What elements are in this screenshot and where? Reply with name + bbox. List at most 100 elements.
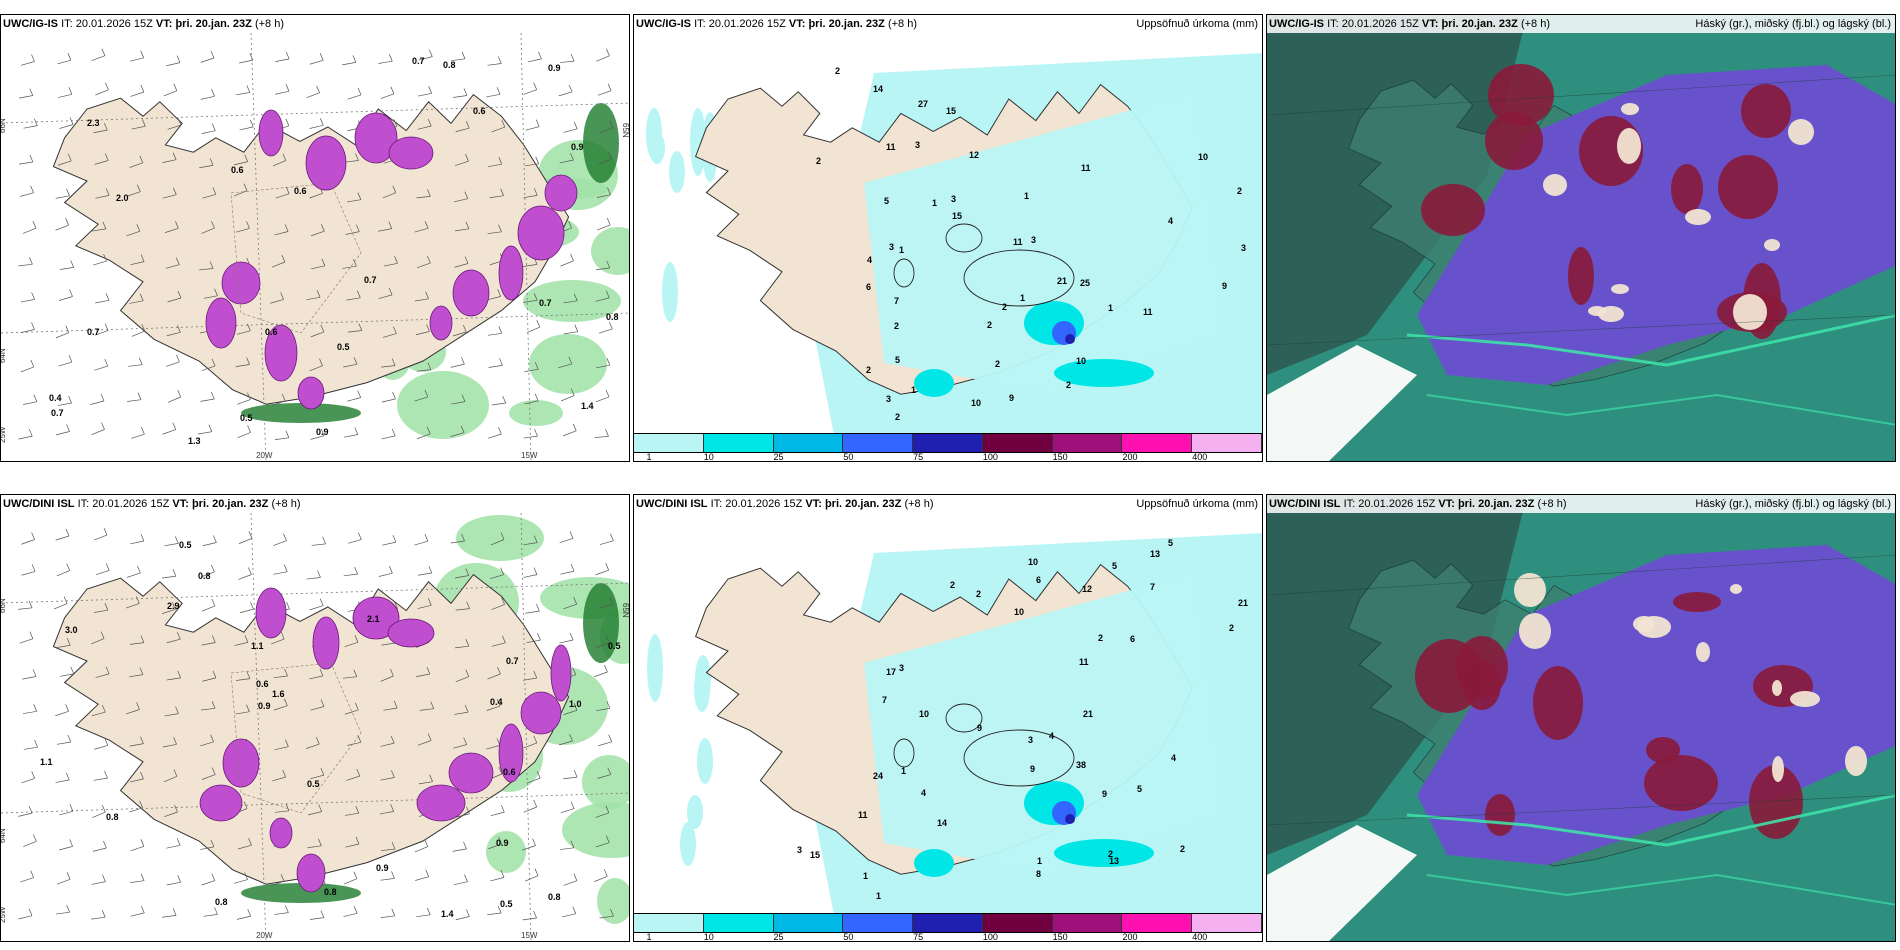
wind-barb bbox=[307, 838, 322, 849]
wind-barb bbox=[306, 570, 321, 580]
precip-medium-area bbox=[1054, 839, 1154, 867]
wind-barb bbox=[56, 734, 72, 745]
wind-barb bbox=[129, 771, 144, 783]
precip-value-label: 0.8 bbox=[548, 892, 561, 902]
wind-barb-staff bbox=[595, 297, 610, 302]
wind-barb-feather bbox=[105, 188, 110, 196]
precip-value-label: 0.4 bbox=[490, 697, 503, 707]
wind-barb-feather bbox=[31, 564, 36, 572]
wind-barb bbox=[166, 875, 182, 886]
precip-value-label: 1 bbox=[911, 385, 916, 395]
vt-label: VT: bbox=[1438, 498, 1455, 510]
wind-barb bbox=[200, 50, 215, 63]
precip-value-label: 10 bbox=[1198, 152, 1208, 162]
wind-barb bbox=[347, 390, 362, 402]
axis-label: 65N bbox=[621, 123, 630, 138]
wind-barb-staff bbox=[275, 90, 290, 95]
wind-barb bbox=[93, 122, 108, 134]
wind-barb-staff bbox=[166, 638, 181, 644]
precip-value-label: 4 bbox=[1168, 216, 1173, 226]
wind-barb-feather bbox=[136, 224, 141, 232]
wind-barb-feather bbox=[104, 738, 109, 746]
wind-barb bbox=[523, 535, 538, 546]
wind-barb bbox=[23, 394, 38, 405]
wind-barb bbox=[596, 701, 611, 712]
wind-barb-feather bbox=[63, 596, 68, 604]
wind-barb-feather bbox=[176, 632, 181, 640]
wind-barb bbox=[523, 567, 538, 578]
wind-barb-feather bbox=[605, 389, 610, 398]
wind-barb bbox=[130, 427, 145, 439]
wind-barb-feather bbox=[285, 84, 290, 92]
wind-barb bbox=[558, 733, 573, 746]
wind-barb-staff bbox=[131, 330, 145, 337]
wind-barb bbox=[598, 321, 613, 334]
precip-value-label: 0.5 bbox=[240, 413, 253, 423]
longitude-line bbox=[250, 513, 267, 941]
wind-barb-feather bbox=[140, 873, 145, 881]
wind-barb-feather bbox=[140, 635, 145, 643]
wind-barb bbox=[94, 738, 109, 750]
wind-barb bbox=[345, 224, 360, 235]
wind-barb-feather bbox=[460, 425, 465, 433]
wind-barb bbox=[18, 428, 33, 440]
wind-barb-staff bbox=[130, 433, 145, 439]
wind-barb bbox=[55, 218, 69, 231]
wind-barb-staff bbox=[235, 711, 250, 715]
wind-barb-feather bbox=[244, 154, 249, 162]
wind-barb-staff bbox=[594, 671, 608, 678]
wind-barb bbox=[237, 392, 251, 405]
wind-barb-staff bbox=[93, 777, 108, 781]
wind-barb bbox=[378, 566, 393, 577]
wind-barb-feather bbox=[209, 158, 214, 166]
wind-barb-staff bbox=[23, 841, 37, 847]
wind-barb-staff bbox=[200, 846, 214, 850]
wind-barb bbox=[450, 425, 465, 437]
wind-barb-staff bbox=[344, 160, 359, 163]
wind-barb-staff bbox=[57, 402, 72, 406]
vt-value: þri. 20.jan. 23Z bbox=[1457, 498, 1535, 510]
wind-barb-staff bbox=[94, 160, 109, 165]
wind-barb-staff bbox=[203, 914, 218, 917]
wind-barb-feather bbox=[103, 527, 108, 536]
precip-value-label: 0.6 bbox=[294, 186, 307, 196]
precip-value-label: 1.6 bbox=[272, 689, 285, 699]
wind-barb-staff bbox=[162, 575, 177, 579]
wind-barb-staff bbox=[18, 812, 33, 817]
precip-value-label: 1 bbox=[1020, 293, 1025, 303]
wind-barb-feather bbox=[139, 800, 143, 808]
wind-barb bbox=[309, 598, 324, 611]
wind-barb bbox=[95, 563, 110, 576]
wind-barb-feather bbox=[498, 836, 502, 845]
latitude-line bbox=[1267, 794, 1895, 826]
wind-barb-feather bbox=[355, 836, 360, 845]
wind-barb-staff bbox=[416, 196, 431, 199]
wind-barb-staff bbox=[526, 639, 541, 644]
panel-header: UWC/DINI ISL IT: 20.01.2026 15Z VT: þri.… bbox=[634, 495, 1262, 513]
wind-barb-feather bbox=[210, 50, 215, 59]
wind-barb-staff bbox=[523, 542, 538, 546]
wind-barb-staff bbox=[417, 262, 431, 268]
wind-barb-staff bbox=[130, 880, 145, 883]
wind-barb-staff bbox=[599, 603, 613, 609]
wind-barb-staff bbox=[526, 326, 540, 333]
wind-barb-feather bbox=[538, 51, 542, 60]
wind-barb bbox=[347, 192, 362, 203]
panel-header: UWC/DINI ISL IT: 20.01.2026 15Z VT: þri.… bbox=[1267, 495, 1895, 513]
wind-barb-staff bbox=[563, 880, 578, 886]
glacier-outline bbox=[963, 249, 1075, 307]
wind-barb-feather bbox=[172, 187, 177, 195]
panel-title: Háský (gr.), miðský (fj.bl.) og lágský (… bbox=[1695, 18, 1891, 30]
precip-value-label: 0.8 bbox=[215, 897, 228, 907]
forecast-offset: (+8 h) bbox=[1537, 498, 1567, 510]
wind-barb-staff bbox=[201, 605, 216, 612]
wind-barb-staff bbox=[344, 709, 359, 715]
wind-barb bbox=[452, 841, 467, 852]
wind-barb-staff bbox=[416, 914, 431, 918]
axis-label: 64N bbox=[1, 348, 7, 363]
wind-barb bbox=[416, 426, 431, 440]
precip-value-label: 14 bbox=[937, 818, 947, 828]
wind-barb-feather bbox=[173, 83, 178, 91]
wind-barb bbox=[414, 534, 429, 546]
wind-barb-staff bbox=[274, 746, 289, 751]
